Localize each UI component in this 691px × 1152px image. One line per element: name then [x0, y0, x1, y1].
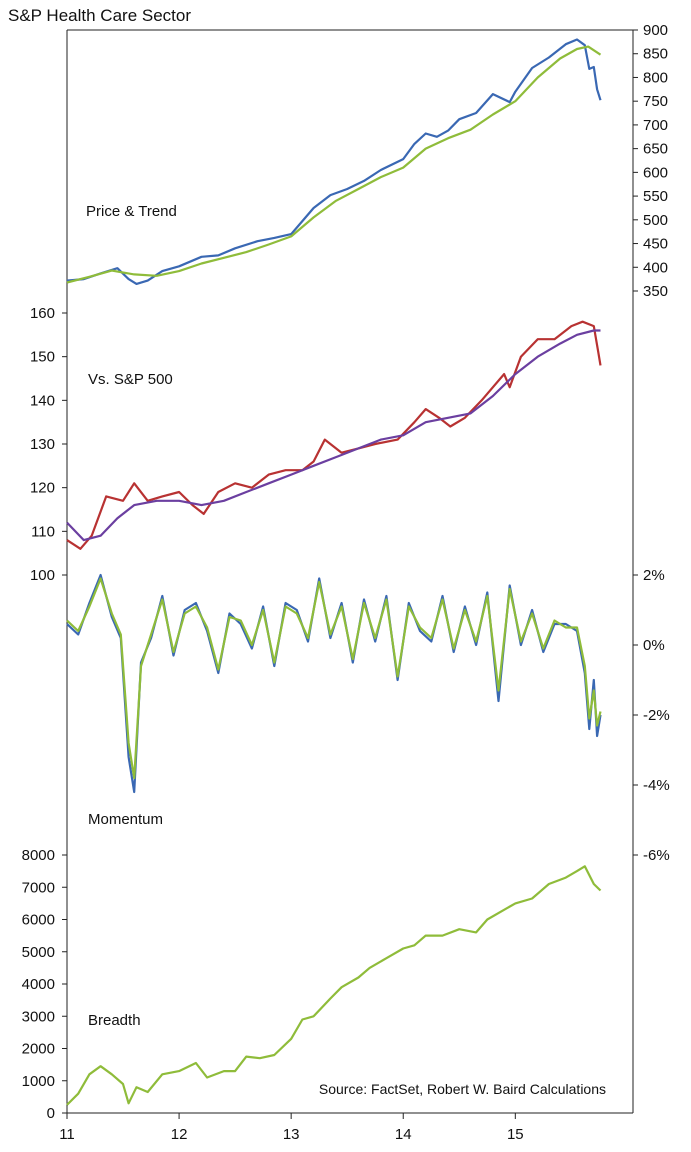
- x-tick-label: 14: [395, 1126, 412, 1143]
- relative-series-0-line: [66, 320, 602, 550]
- breadth-ytick-label: 3000: [22, 1008, 55, 1025]
- breadth-series-0-line: [66, 865, 602, 1106]
- breadth-ytick-label: 0: [47, 1105, 55, 1122]
- price-ytick-label: 500: [643, 212, 668, 229]
- breadth-ytick-label: 6000: [22, 912, 55, 929]
- source-note: Source: FactSet, Robert W. Baird Calcula…: [319, 1081, 606, 1097]
- x-tick-label: 13: [283, 1126, 300, 1143]
- relative-ytick-label: 160: [30, 305, 55, 322]
- momentum-ytick-label: -2%: [643, 707, 670, 724]
- momentum-ytick-label: -4%: [643, 777, 670, 794]
- price-ytick-label: 350: [643, 283, 668, 300]
- price-panel-label: Price & Trend: [86, 203, 177, 220]
- chart-title: S&P Health Care Sector: [8, 6, 191, 25]
- breadth-ytick-label: 1000: [22, 1073, 55, 1090]
- relative-ytick-label: 100: [30, 567, 55, 584]
- momentum-ytick-label: 2%: [643, 567, 665, 584]
- momentum-panel-label: Momentum: [88, 811, 163, 828]
- breadth-ytick-label: 2000: [22, 1041, 55, 1058]
- relative-ytick-label: 120: [30, 480, 55, 497]
- relative-ytick-label: 130: [30, 436, 55, 453]
- momentum-ytick-label: -6%: [643, 847, 670, 864]
- price-ytick-label: 800: [643, 69, 668, 86]
- relative-ytick-label: 110: [31, 523, 55, 540]
- momentum-series-1-line: [66, 577, 602, 780]
- price-ytick-label: 450: [643, 236, 668, 253]
- relative-ytick-label: 140: [30, 392, 55, 409]
- breadth-ytick-label: 8000: [22, 847, 55, 864]
- x-tick-label: 15: [507, 1126, 524, 1143]
- price-ytick-label: 650: [643, 141, 668, 158]
- x-tick-label: 12: [171, 1126, 188, 1143]
- relative-panel-label: Vs. S&P 500: [88, 371, 173, 388]
- price-ytick-label: 750: [643, 93, 668, 110]
- price-ytick-label: 850: [643, 46, 668, 63]
- breadth-ytick-label: 5000: [22, 944, 55, 961]
- momentum-ytick-label: 0%: [643, 637, 665, 654]
- x-tick-label: 11: [59, 1126, 75, 1143]
- momentum-series-0-line: [66, 573, 602, 794]
- breadth-ytick-label: 4000: [22, 976, 55, 993]
- breadth-panel-label: Breadth: [88, 1012, 141, 1029]
- price-series-1-line: [66, 45, 602, 284]
- breadth-ytick-label: 7000: [22, 879, 55, 896]
- price-ytick-label: 550: [643, 188, 668, 205]
- price-ytick-label: 700: [643, 117, 668, 134]
- price-series-0-line: [66, 38, 602, 285]
- price-ytick-label: 600: [643, 164, 668, 181]
- relative-series-1-line: [66, 329, 601, 542]
- relative-ytick-label: 150: [30, 349, 55, 366]
- price-ytick-label: 400: [643, 259, 668, 276]
- price-ytick-label: 900: [643, 22, 668, 39]
